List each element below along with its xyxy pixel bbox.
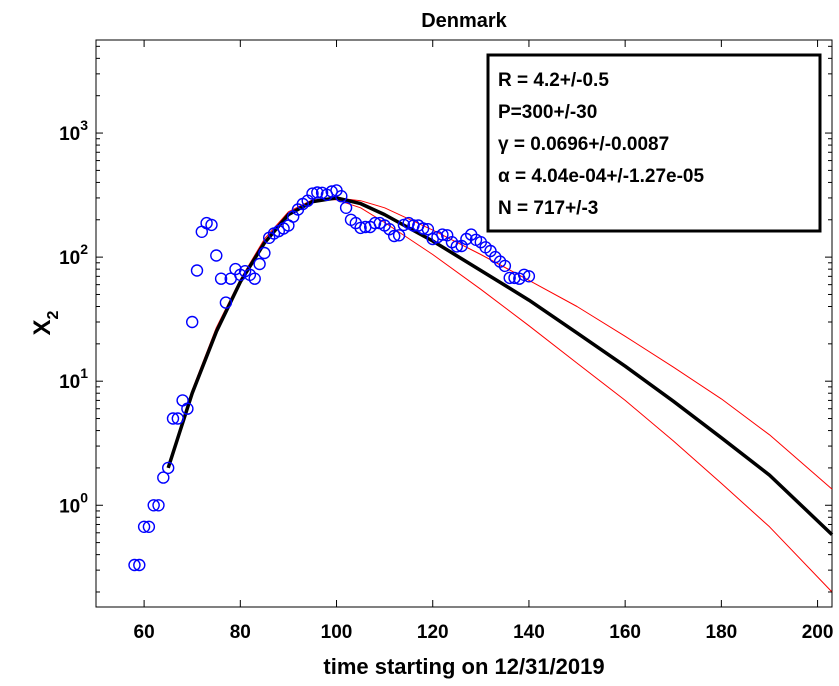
data-point bbox=[258, 246, 271, 260]
data-point bbox=[503, 271, 516, 285]
data-point bbox=[436, 228, 449, 241]
svg-text:X2: X2 bbox=[29, 310, 62, 335]
data-point bbox=[219, 296, 233, 309]
x-tick-label: 120 bbox=[417, 622, 449, 643]
data-point bbox=[147, 499, 160, 512]
data-point bbox=[421, 222, 435, 236]
data-point bbox=[214, 272, 228, 285]
param-gamma: γ = 0.0696+/-0.0087 bbox=[498, 134, 669, 155]
x-axis-ticks: 60 80 100 120 140 160 180 200 bbox=[134, 40, 834, 643]
data-point bbox=[253, 257, 266, 271]
data-point bbox=[354, 221, 367, 235]
data-point bbox=[161, 461, 175, 475]
y-axis-label-main: X bbox=[29, 319, 56, 335]
data-point bbox=[517, 268, 531, 281]
y-tick-label: 102 bbox=[59, 241, 88, 269]
parameter-box-frame bbox=[486, 53, 822, 233]
data-point bbox=[388, 229, 401, 243]
x-tick-label: 80 bbox=[230, 622, 251, 643]
param-n: N = 717+/-3 bbox=[498, 198, 598, 219]
data-point bbox=[133, 558, 146, 572]
data-point bbox=[181, 402, 194, 415]
param-p: P=300+/-30 bbox=[498, 102, 597, 123]
data-point bbox=[368, 216, 382, 230]
series-markers bbox=[128, 184, 536, 572]
data-point bbox=[152, 499, 165, 512]
x-axis-label: time starting on 12/31/2019 bbox=[323, 654, 604, 679]
x-tick-label: 140 bbox=[513, 622, 545, 643]
data-point bbox=[339, 201, 353, 215]
data-point bbox=[392, 229, 406, 242]
data-point bbox=[498, 259, 512, 273]
y-axis-label-subscript: 2 bbox=[45, 310, 62, 319]
data-point bbox=[335, 189, 348, 203]
data-point bbox=[137, 520, 151, 533]
fit-curve bbox=[166, 196, 834, 536]
y-axis-label: X2 bbox=[29, 310, 62, 335]
data-point bbox=[210, 249, 223, 262]
data-point bbox=[185, 315, 199, 329]
data-point bbox=[205, 218, 218, 232]
data-point bbox=[522, 270, 536, 283]
data-point bbox=[450, 240, 463, 253]
x-tick-label: 60 bbox=[134, 622, 155, 643]
data-point bbox=[306, 187, 319, 200]
x-tick-label: 200 bbox=[802, 622, 834, 643]
x-tick-label: 100 bbox=[321, 622, 353, 643]
data-point bbox=[248, 272, 261, 285]
data-point bbox=[190, 264, 204, 277]
y-tick-label: 101 bbox=[59, 365, 88, 393]
parameter-box: R = 4.2+/-0.5 P=300+/-30 γ = 0.0696+/-0.… bbox=[486, 53, 822, 233]
y-tick-label: 103 bbox=[59, 117, 88, 145]
data-point bbox=[171, 412, 185, 425]
data-point bbox=[128, 558, 141, 572]
data-point bbox=[311, 186, 324, 199]
data-point bbox=[416, 222, 430, 235]
param-alpha: α = 4.04e-04+/-1.27e-05 bbox=[498, 166, 704, 187]
data-point bbox=[157, 471, 170, 484]
data-point bbox=[166, 412, 180, 425]
data-point bbox=[325, 185, 338, 198]
x-tick-label: 180 bbox=[706, 622, 738, 643]
y-axis-ticks: 100 101 102 103 bbox=[59, 45, 832, 593]
y-tick-label: 100 bbox=[59, 489, 88, 517]
chart-title: Denmark bbox=[421, 10, 507, 32]
data-point bbox=[142, 520, 156, 533]
param-r: R = 4.2+/-0.5 bbox=[498, 70, 609, 91]
x-tick-label: 160 bbox=[609, 622, 641, 643]
